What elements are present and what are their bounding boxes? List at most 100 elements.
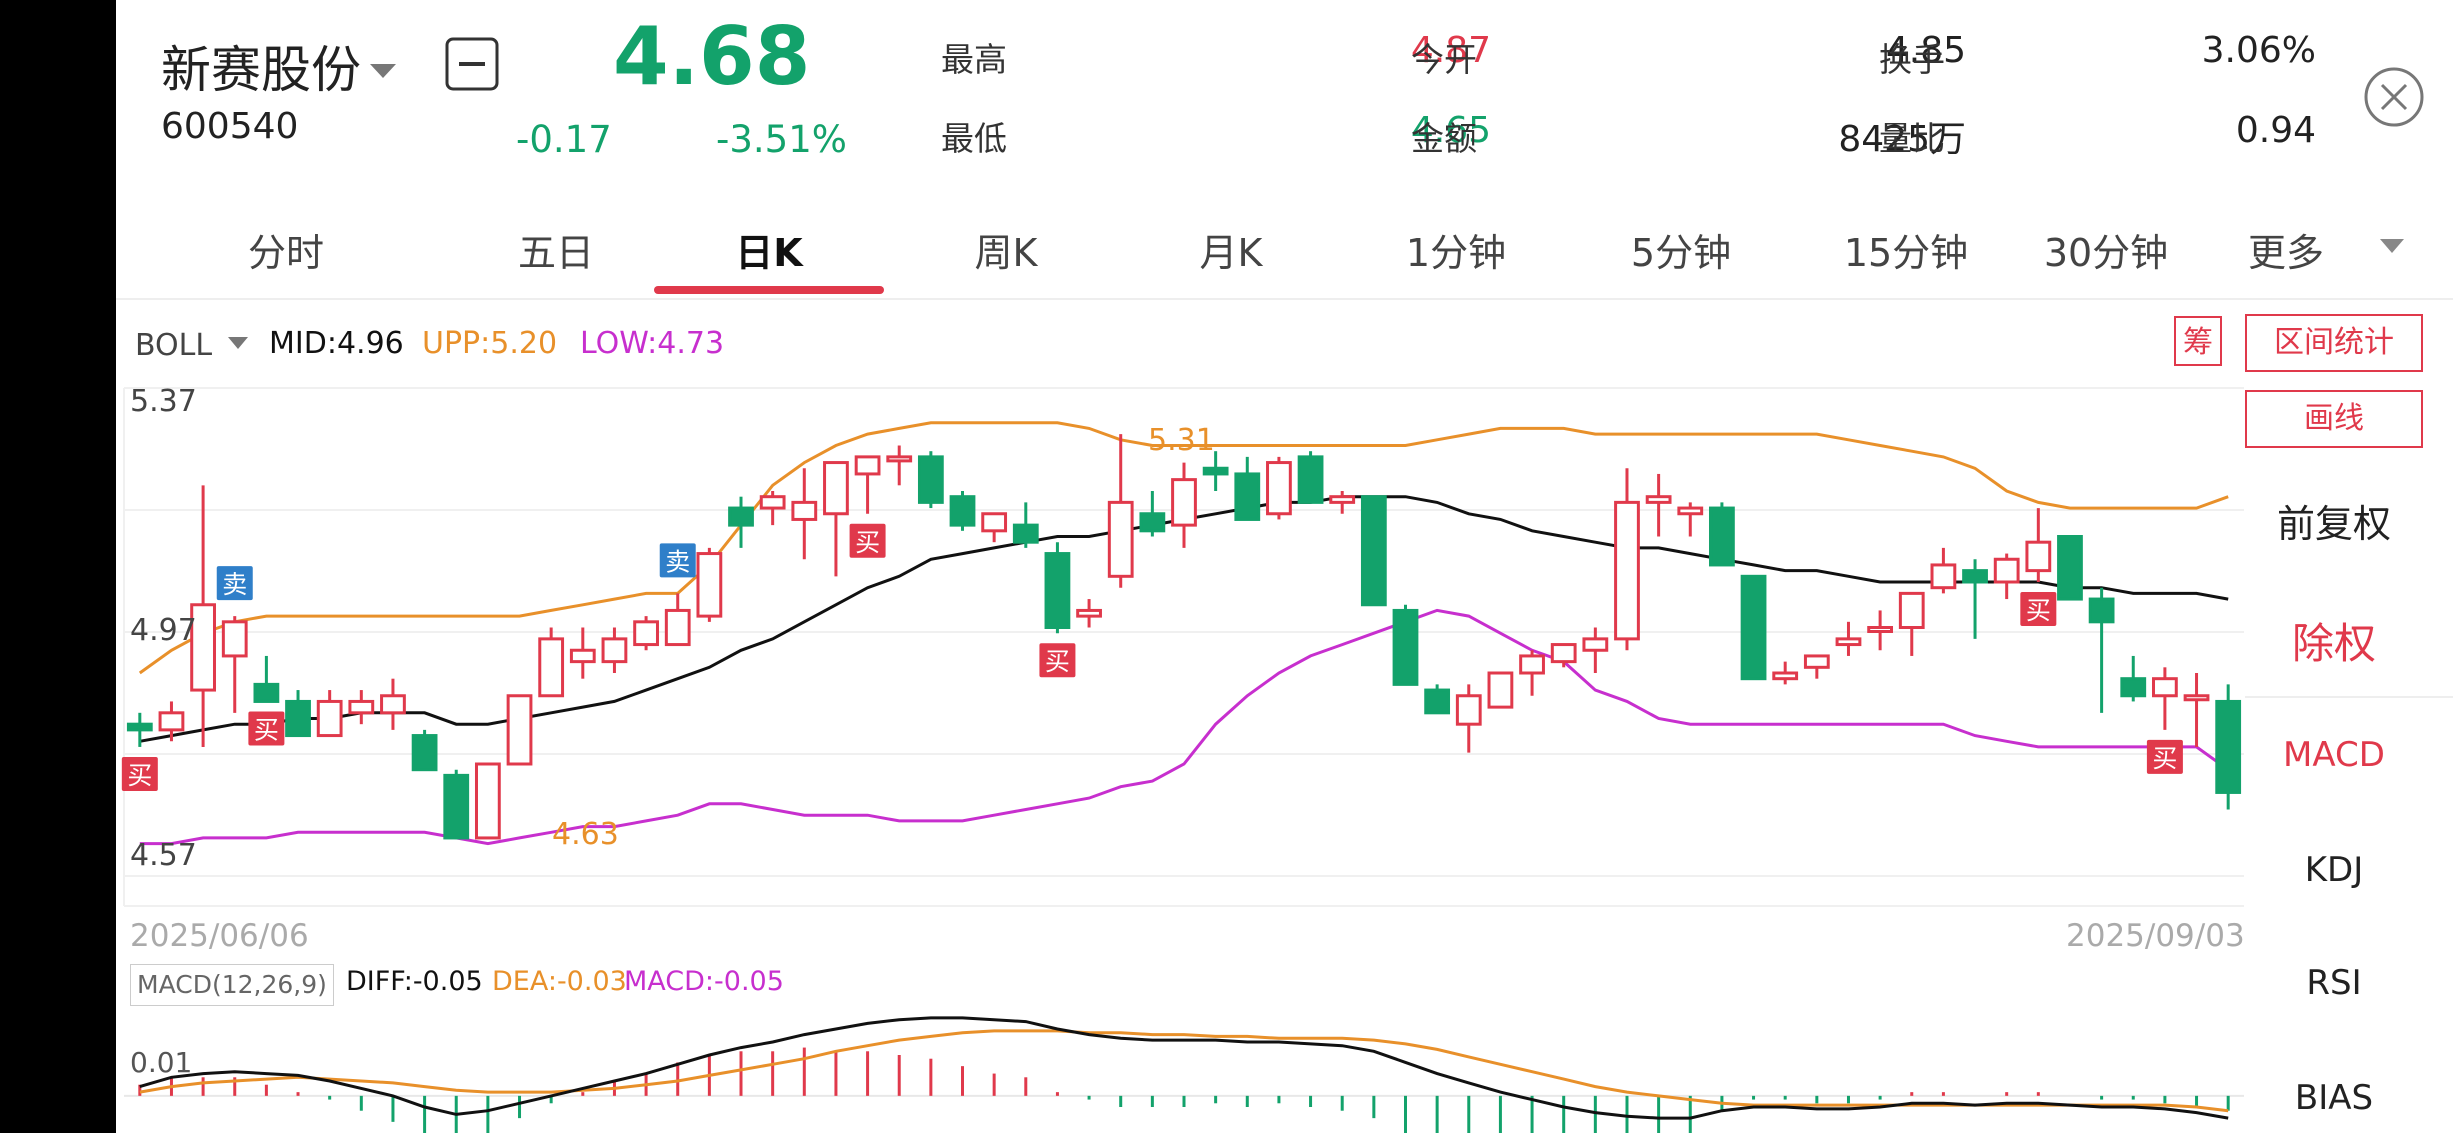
high-value: 4.87 <box>1410 30 1491 71</box>
chevron-down-icon[interactable] <box>227 336 249 350</box>
tab-monthly-k[interactable]: 月K <box>1199 231 1263 275</box>
macd-dea: DEA:-0.03 <box>492 966 627 997</box>
candle-up <box>1107 500 1134 578</box>
current-price: 4.68 <box>613 10 811 103</box>
candle-down <box>1202 466 1229 476</box>
divider <box>2245 696 2453 698</box>
candle-up <box>1645 495 1672 504</box>
tab-weekly-k[interactable]: 周K <box>974 231 1038 275</box>
candle-up <box>1266 461 1292 516</box>
amount-value: 8425万 <box>1838 119 1966 160</box>
buy-signal: 买 <box>1039 643 1076 678</box>
x-axis-end-date: 2025/09/03 <box>2066 918 2245 954</box>
signal-badge <box>248 711 285 746</box>
stock-name[interactable]: 新赛股份 <box>161 41 361 99</box>
indicator-rsi-button[interactable]: RSI <box>2306 963 2362 1003</box>
price-change-pct: -3.51% <box>716 118 847 161</box>
low-value: 4.65 <box>1410 110 1491 151</box>
candle-up <box>633 620 659 647</box>
tab-15min[interactable]: 15分钟 <box>1843 231 1969 275</box>
price-change: -0.17 <box>516 118 612 161</box>
signal-badge <box>659 543 696 578</box>
macd-diff: DIFF:-0.05 <box>346 966 483 997</box>
boll-low-line <box>139 608 2230 846</box>
candle-up <box>506 694 533 766</box>
range-stats-button[interactable]: 区间统计 <box>2245 314 2423 372</box>
boll-low: LOW:4.73 <box>580 326 725 361</box>
close-icon[interactable] <box>2363 66 2425 128</box>
candle-down <box>2120 677 2147 698</box>
stock-code: 600540 <box>161 106 299 147</box>
candle-up <box>1898 591 1925 629</box>
low-label: 最低 <box>941 119 1007 158</box>
macd-axis-label: 0.01 <box>130 1046 193 1079</box>
volume-ratio-value: 0.94 <box>2235 110 2316 151</box>
signal-badge <box>1039 643 1076 678</box>
tab-more[interactable]: 更多 <box>2247 231 2324 275</box>
candle-up <box>696 552 723 618</box>
candle-up <box>1519 654 1545 675</box>
tab-daily-k[interactable]: 日K <box>735 231 803 275</box>
buy-signal: 买 <box>2020 592 2057 626</box>
candle-up <box>1614 500 1640 641</box>
boll-upp-line <box>138 421 2229 675</box>
signal-badge <box>216 566 253 601</box>
signal-text: 买 <box>2026 596 2051 625</box>
candle-down <box>1740 574 1767 681</box>
signal-badge <box>849 523 886 558</box>
candle-up <box>791 500 818 521</box>
signal-text: 卖 <box>665 547 690 576</box>
candle-up <box>1803 654 1830 669</box>
candle-up <box>1455 694 1482 726</box>
indicator-kdj-button[interactable]: KDJ <box>2304 850 2364 890</box>
candle-down <box>1424 688 1451 715</box>
tab-30min[interactable]: 30分钟 <box>2043 231 2169 275</box>
candle-up <box>886 455 913 463</box>
tab-intraday[interactable]: 分时 <box>247 231 324 275</box>
boll-mid: MID:4.96 <box>269 326 404 361</box>
active-tab-indicator <box>654 286 884 294</box>
candle-up <box>823 461 849 516</box>
signal-text: 买 <box>855 528 880 557</box>
tab-five-day[interactable]: 五日 <box>517 231 594 275</box>
indicator-name[interactable]: BOLL <box>135 328 213 363</box>
candle-up <box>1993 557 2020 584</box>
tab-1min[interactable]: 1分钟 <box>1405 231 1507 275</box>
candle-up <box>1930 563 1957 590</box>
indicator-macd-button[interactable]: MACD <box>2283 735 2385 775</box>
candle-down <box>253 682 280 703</box>
candle-up <box>1550 643 1577 664</box>
chevron-down-icon[interactable] <box>368 62 398 80</box>
forward-adjust-button[interactable]: 前复权 <box>2276 502 2391 546</box>
candle-up <box>1835 637 1862 647</box>
signal-text: 买 <box>1045 647 1070 676</box>
buy-signal: 买 <box>2146 739 2183 774</box>
chip-button[interactable]: 筹 <box>2174 316 2222 366</box>
tab-5min[interactable]: 5分钟 <box>1630 231 1732 275</box>
boll-upp: UPP:5.20 <box>422 326 558 361</box>
candle-up <box>1076 608 1102 618</box>
candle-down <box>1012 523 1039 544</box>
draw-line-button[interactable]: 画线 <box>2245 390 2423 448</box>
candle-up <box>759 495 786 510</box>
buy-signal: 买 <box>849 523 886 558</box>
chevron-down-icon[interactable] <box>2378 238 2406 254</box>
indicator-bias-button[interactable]: BIAS <box>2294 1078 2374 1118</box>
collapse-icon[interactable] <box>444 36 500 92</box>
candles <box>126 434 2242 840</box>
candle-up <box>2152 677 2178 698</box>
candle-up <box>2025 540 2052 573</box>
candle-down <box>126 722 153 732</box>
side-panel <box>2245 458 2453 1133</box>
candle-up <box>1772 671 1799 681</box>
macd-indicator-name[interactable]: MACD(12,26,9) <box>130 964 334 1006</box>
candle-down <box>1234 472 1261 521</box>
signal-badge <box>121 756 158 791</box>
candle-down <box>443 773 470 840</box>
volume-ratio-label: 量比 <box>1879 119 1945 158</box>
candle-down <box>2057 535 2083 601</box>
peak-price-label: 5.31 <box>1148 423 1215 458</box>
ex-rights-button[interactable]: 除权 <box>2291 619 2376 668</box>
candle-up <box>854 455 881 476</box>
